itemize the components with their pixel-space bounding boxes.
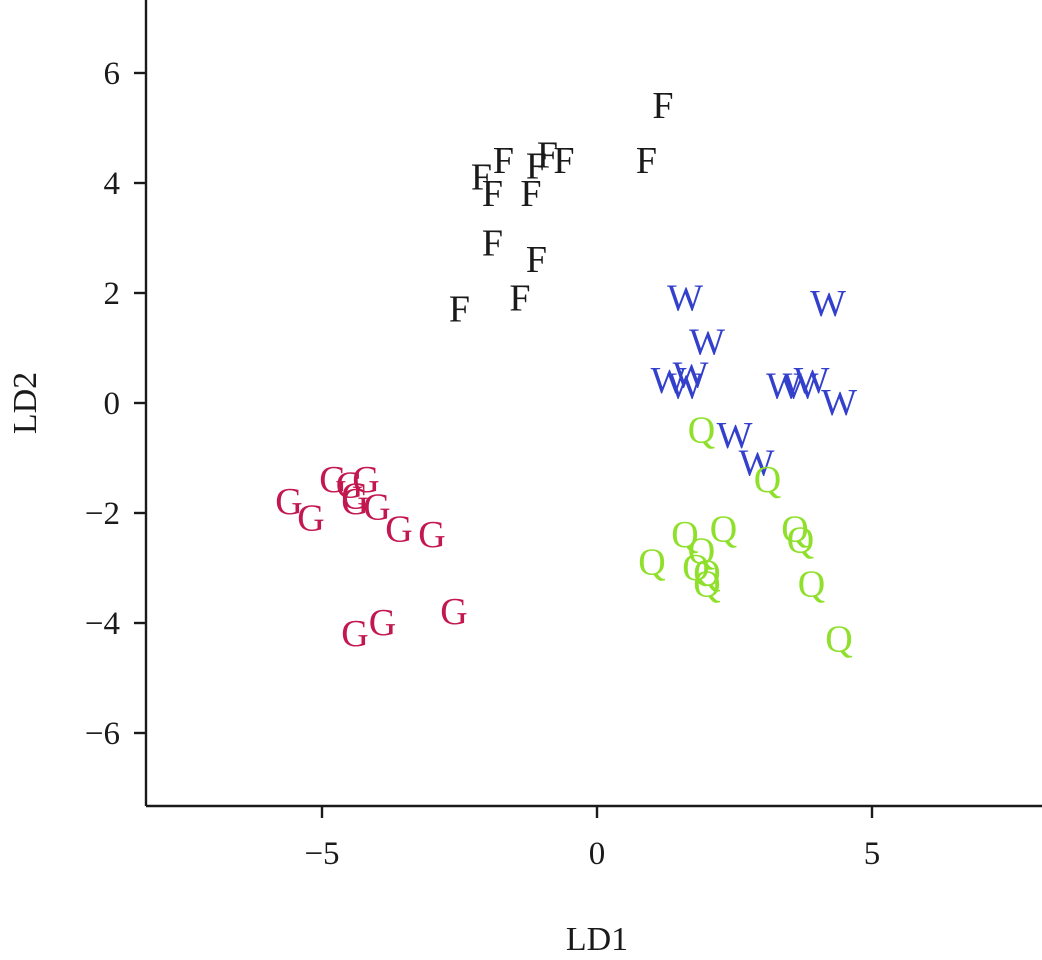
y-tick-label: −6 (85, 716, 120, 752)
data-point-q: Q (688, 410, 715, 452)
data-point-q: Q (754, 459, 781, 501)
y-tick-label: −4 (85, 606, 120, 642)
data-point-g: G (418, 514, 445, 556)
data-point-g: G (341, 613, 368, 655)
y-tick-label: 6 (104, 56, 121, 92)
data-point-w: W (821, 382, 857, 424)
data-point-g: G (369, 602, 396, 644)
ticks: −5 0 5 6 4 2 0 −2 −4 −6 (85, 56, 880, 872)
data-point-q: Q (787, 520, 814, 562)
data-point-w: W (673, 355, 709, 397)
x-tick-label: 5 (864, 836, 881, 872)
data-point-f: F (471, 157, 492, 199)
data-point-q: Q (798, 564, 825, 606)
data-point-q: Q (638, 542, 665, 584)
data-point-w: W (667, 278, 703, 320)
data-point-g: G (319, 459, 346, 501)
data-point-q: Q (693, 553, 720, 595)
data-point-g: G (352, 459, 379, 501)
data-point-f: F (493, 140, 514, 182)
data-point-q: Q (825, 619, 852, 661)
data-point-w: W (794, 360, 830, 402)
x-tick-label: −5 (304, 836, 339, 872)
data-point-f: F (526, 239, 547, 281)
data-point-q: Q (781, 509, 808, 551)
data-point-w: W (689, 322, 725, 364)
data-point-g: G (440, 591, 467, 633)
data-point-f: F (636, 140, 657, 182)
data-point-w: W (810, 283, 846, 325)
data-point-q: Q (693, 564, 720, 606)
data-point-q: Q (688, 531, 715, 573)
data-point-g: G (297, 498, 324, 540)
x-axis-title: LD1 (566, 921, 628, 958)
y-tick-label: 4 (104, 166, 121, 202)
y-tick-label: 0 (104, 386, 121, 422)
data-point-w: W (739, 443, 775, 485)
data-point-w: W (766, 366, 802, 408)
data-point-f: F (553, 140, 574, 182)
data-point-g: G (385, 509, 412, 551)
data-point-f: F (652, 85, 673, 127)
y-tick-label: 2 (104, 276, 121, 312)
y-tick-label: −2 (85, 496, 120, 532)
data-point-w: W (667, 366, 703, 408)
data-point-f: F (509, 278, 530, 320)
data-point-f: F (520, 173, 541, 215)
data-point-f: F (482, 223, 503, 265)
data-point-w: W (783, 366, 819, 408)
data-point-f: F (449, 289, 470, 331)
data-point-g: G (336, 465, 363, 507)
data-point-q: Q (671, 514, 698, 556)
data-point-w: W (717, 415, 753, 457)
y-axis-title: LD2 (7, 372, 44, 434)
x-tick-label: 0 (589, 836, 606, 872)
data-point-g: G (341, 476, 368, 518)
data-point-f: F (526, 146, 547, 188)
data-point-g: G (341, 481, 368, 523)
data-point-q: Q (682, 547, 709, 589)
data-point-w: W (651, 360, 687, 402)
data-point-q: Q (710, 509, 737, 551)
data-point-g: G (363, 487, 390, 529)
data-point-g: G (275, 481, 302, 523)
data-point-f: F (537, 135, 558, 177)
data-point-f: F (482, 173, 503, 215)
